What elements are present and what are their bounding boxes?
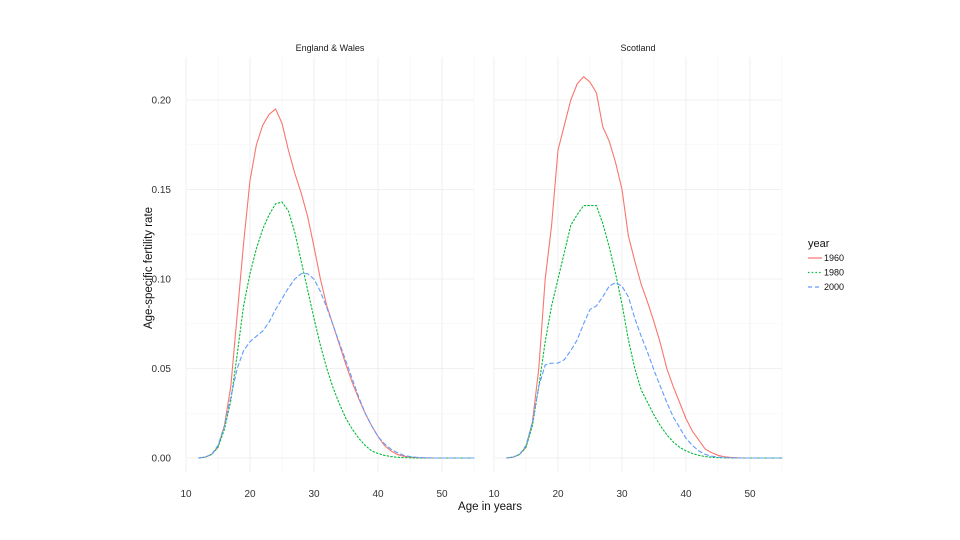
panels: England & Wales 10 20 30 40 50 0.00 0.05 0.10 0.1… <box>152 43 783 500</box>
x-axis-title: Age in years <box>458 501 522 513</box>
legend: year 1960 1980 2000 <box>808 238 844 292</box>
legend-title: year <box>808 238 830 250</box>
panel-title: Scotland <box>620 43 655 53</box>
y-tick-label: 0.05 <box>152 364 172 375</box>
x-tick-label: 30 <box>616 489 628 500</box>
panel-title: England & Wales <box>296 43 365 53</box>
x-tick-label: 20 <box>552 489 564 500</box>
panel-1: England & Wales 10 20 30 40 50 0.00 0.05 0.10 0.1… <box>152 43 475 500</box>
y-tick-label: 0.00 <box>152 454 172 465</box>
x-tick-label: 10 <box>488 489 500 500</box>
y-tick-label: 0.20 <box>152 96 172 107</box>
legend-label-1960: 1960 <box>824 253 844 263</box>
panel-2: Scotland 10 20 30 40 50 <box>488 43 783 500</box>
y-tick-label: 0.15 <box>152 185 172 196</box>
legend-label-1980: 1980 <box>824 268 844 278</box>
x-tick-label: 40 <box>680 489 692 500</box>
x-tick-label: 10 <box>180 489 192 500</box>
legend-label-2000: 2000 <box>824 282 844 292</box>
x-tick-label: 30 <box>308 489 320 500</box>
series-line-1960 <box>506 76 783 459</box>
series-line-2000 <box>506 282 783 459</box>
series-line-1980 <box>198 201 475 459</box>
x-tick-label: 50 <box>744 489 756 500</box>
x-tick-label: 20 <box>244 489 256 500</box>
series-line-2000 <box>198 273 475 459</box>
x-tick-label: 50 <box>436 489 448 500</box>
x-tick-label: 40 <box>372 489 384 500</box>
y-tick-label: 0.10 <box>152 275 172 286</box>
series-line-1980 <box>506 205 783 459</box>
series-line-1960 <box>198 108 475 459</box>
y-axis-title: Age-specific fertility rate <box>143 207 155 329</box>
